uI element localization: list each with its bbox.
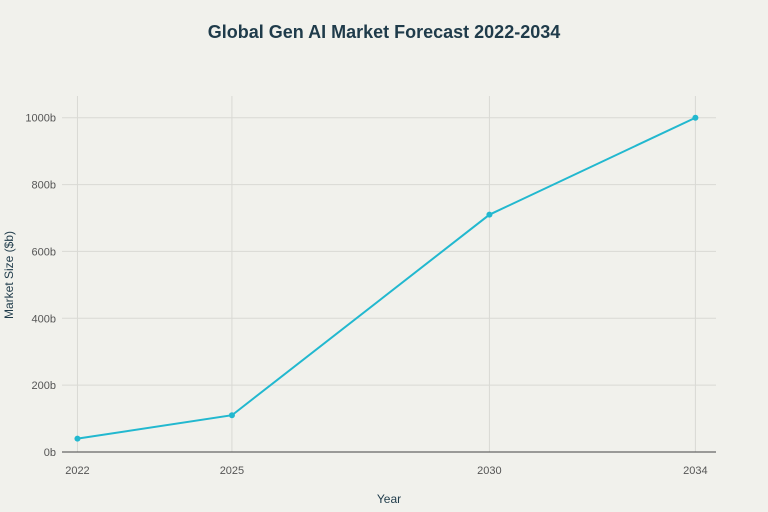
x-axis-title: Year bbox=[377, 492, 401, 506]
y-axis-title: Market Size ($b) bbox=[2, 231, 16, 319]
y-tick-label: 1000b bbox=[25, 113, 56, 125]
x-tick-label: 2030 bbox=[477, 465, 501, 477]
data-point bbox=[228, 412, 235, 419]
x-tick-label: 2022 bbox=[65, 465, 89, 477]
x-tick-label: 2034 bbox=[683, 465, 707, 477]
data-point bbox=[74, 435, 81, 442]
data-point bbox=[486, 211, 493, 218]
y-tick-label: 200b bbox=[32, 380, 56, 392]
chart-title: Global Gen AI Market Forecast 2022-2034 bbox=[208, 22, 561, 42]
y-tick-label: 400b bbox=[32, 313, 56, 325]
y-tick-label: 0b bbox=[44, 447, 56, 459]
axis-layer: 2022 2025 2030 2034 0b 200b 400b 600b 800b 1000b bbox=[25, 113, 716, 477]
data-point bbox=[692, 114, 699, 121]
x-tick-label: 2025 bbox=[220, 465, 244, 477]
y-tick-label: 800b bbox=[32, 180, 56, 192]
series-line bbox=[77, 116, 696, 440]
series-layer bbox=[74, 114, 699, 442]
grid-layer bbox=[62, 96, 716, 452]
y-tick-label: 600b bbox=[32, 246, 56, 258]
